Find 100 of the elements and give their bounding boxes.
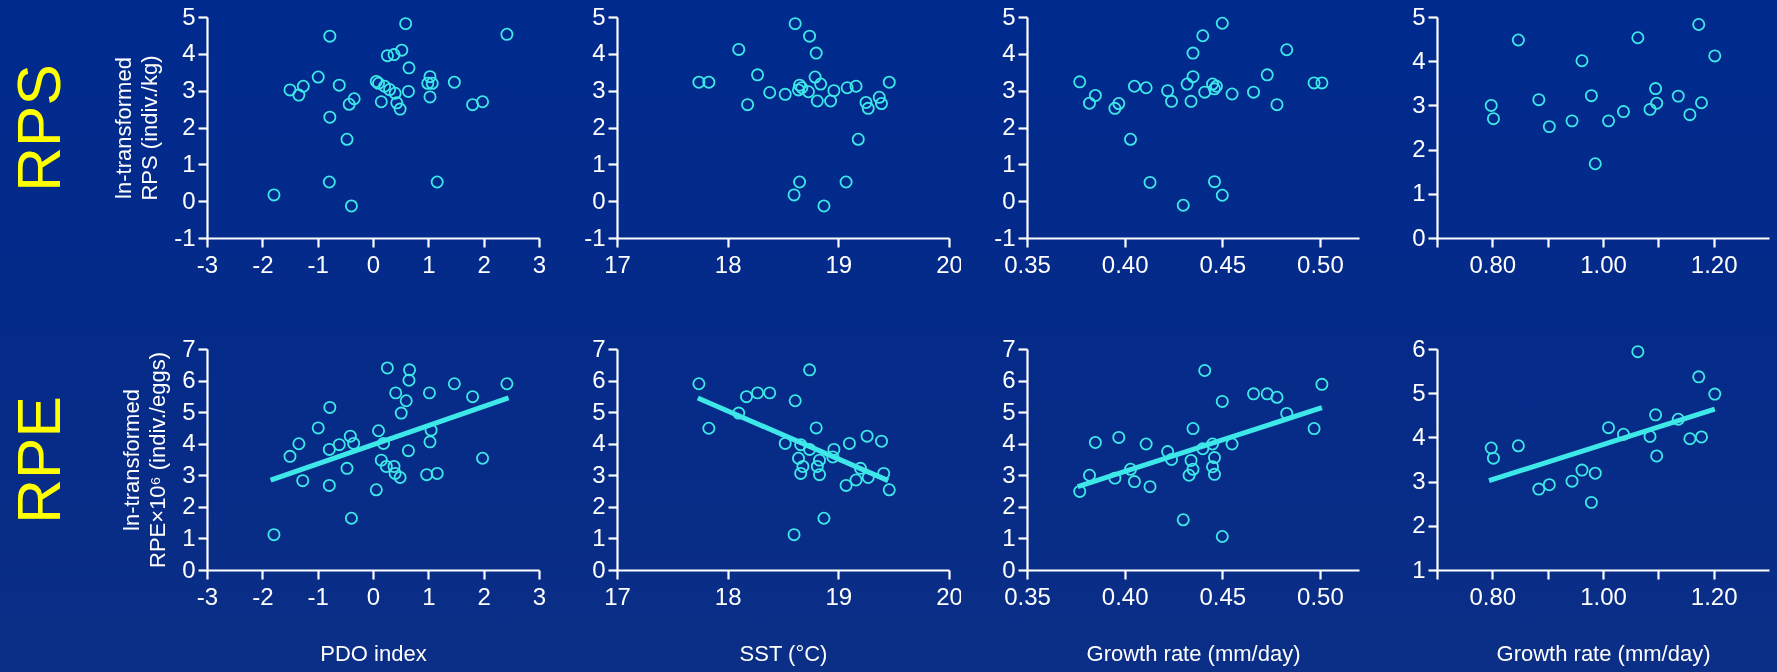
point (1532, 93, 1546, 107)
point (1198, 363, 1212, 377)
point (401, 84, 415, 98)
point (872, 90, 886, 104)
point (1207, 451, 1221, 465)
point (849, 473, 863, 487)
point (1270, 390, 1284, 404)
y-tick-label: 4 (592, 429, 606, 457)
y-tick-label: 4 (182, 429, 196, 457)
point (803, 29, 817, 43)
point (839, 478, 853, 492)
point (374, 453, 388, 467)
y-tick-label: 2 (1412, 135, 1426, 163)
point (803, 363, 817, 377)
y-tick-label: 6 (182, 366, 196, 394)
point (827, 84, 841, 98)
y-tick-label: -1 (994, 223, 1016, 251)
point (794, 438, 808, 452)
point (861, 471, 875, 484)
point (1088, 435, 1102, 449)
y-tick-label: 2 (592, 492, 606, 520)
point (741, 98, 755, 112)
x-axis-title: Growth rate (mm/day) (1496, 640, 1711, 666)
y-tick-label: 3 (1002, 460, 1016, 488)
point (1073, 75, 1087, 89)
point (388, 86, 402, 100)
y-tick-label: 7 (592, 334, 606, 362)
y-tick-label: 0 (1412, 223, 1426, 251)
point (1486, 451, 1500, 465)
point (732, 406, 746, 420)
x-tick-label: 0.45 (1199, 582, 1247, 610)
text: RPE (2, 395, 74, 524)
y-tick-label: 5 (1002, 2, 1016, 30)
point (1186, 422, 1200, 436)
y-tick-label: 5 (182, 397, 196, 425)
y-tick-label: 6 (1002, 366, 1016, 394)
point (383, 83, 397, 97)
point (402, 373, 416, 387)
point (1196, 29, 1210, 43)
point (387, 48, 401, 62)
point (1143, 480, 1157, 494)
point (430, 175, 444, 189)
x-tick-label: 0.45 (1199, 250, 1247, 278)
y-tick-label: 3 (1412, 90, 1426, 118)
y-tick-label: 2 (182, 113, 196, 140)
point (347, 92, 361, 106)
point (1161, 445, 1175, 459)
point (1307, 76, 1321, 90)
y-tick-label: 7 (182, 334, 196, 362)
y-tick-label: 6 (592, 366, 606, 394)
point (1484, 98, 1498, 112)
x-tick-label: 1 (422, 250, 436, 278)
x-tick-label: 3 (532, 250, 547, 278)
point (476, 95, 490, 109)
x-tick-label: 17 (604, 250, 631, 278)
point (1532, 482, 1546, 496)
point (1182, 468, 1196, 482)
point (809, 421, 823, 435)
point (1260, 387, 1274, 401)
y-tick-label: 4 (1002, 39, 1016, 67)
x-tick-label: 17 (604, 582, 631, 610)
point (1315, 76, 1329, 90)
point (390, 96, 404, 110)
point (702, 421, 716, 435)
point (1649, 82, 1663, 96)
point (401, 444, 415, 458)
point (332, 438, 346, 452)
x-tick-label: 1.00 (1580, 250, 1627, 278)
point (1649, 408, 1663, 422)
point (763, 386, 777, 400)
point (1307, 422, 1321, 436)
point (402, 61, 416, 75)
point (1588, 466, 1602, 480)
point (1184, 453, 1198, 467)
point (423, 90, 437, 104)
y-tick-label: 4 (1412, 46, 1426, 74)
y-tick-label: 3 (592, 76, 606, 104)
point (378, 79, 392, 93)
point (1280, 43, 1294, 57)
y-tick-label: 1 (182, 523, 196, 551)
point (1671, 412, 1685, 426)
point (817, 199, 831, 213)
y-tick-label: 0 (592, 186, 606, 214)
y-axis-title: ln-transformed RPE×10⁶ (indiv./eggs) (119, 352, 171, 568)
point (1511, 33, 1525, 47)
y-tick-label: 1 (592, 523, 606, 551)
point (1184, 94, 1198, 108)
point (813, 453, 827, 467)
point (311, 421, 325, 435)
y-tick-label: 2 (1002, 492, 1016, 520)
point (1643, 102, 1657, 116)
x-tick-label: -1 (307, 250, 329, 278)
point (792, 451, 805, 465)
point (421, 76, 435, 90)
x-tick-label: -2 (252, 250, 274, 278)
point (466, 98, 480, 112)
point (1127, 475, 1141, 489)
x-tick-label: -3 (196, 582, 219, 610)
point (732, 42, 746, 56)
y-tick-label: 3 (182, 76, 196, 104)
